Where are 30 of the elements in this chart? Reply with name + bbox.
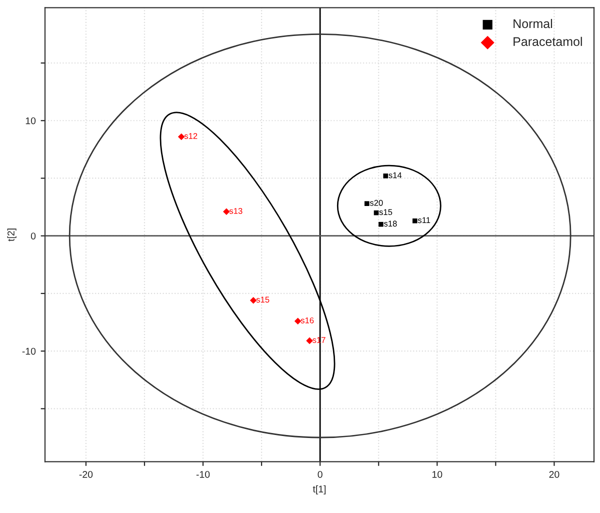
x-tick-label: -10 bbox=[196, 470, 210, 478]
y-tick-label: 10 bbox=[26, 117, 36, 124]
point bbox=[364, 201, 370, 206]
point bbox=[178, 133, 185, 140]
data-label: s15 bbox=[256, 296, 270, 303]
x-tick-label: 0 bbox=[318, 470, 322, 478]
x-tick-label: -20 bbox=[79, 470, 93, 478]
data-label: s13 bbox=[229, 208, 242, 214]
point bbox=[250, 296, 257, 304]
point bbox=[306, 337, 313, 344]
y-axis-title: t[2] bbox=[7, 228, 16, 242]
point bbox=[294, 318, 302, 325]
y-tick-label: 0 bbox=[30, 232, 36, 240]
data-label: s15 bbox=[379, 209, 392, 216]
x-tick-label: 10 bbox=[432, 470, 442, 478]
point bbox=[412, 218, 418, 224]
data-label: s14 bbox=[388, 172, 402, 178]
legend-label: Normal bbox=[514, 18, 552, 28]
x-axis-title: t[1] bbox=[312, 485, 326, 494]
data-label: s18 bbox=[384, 220, 397, 227]
data-label: s16 bbox=[300, 317, 314, 324]
point bbox=[223, 208, 230, 216]
legend-label: Paracetamol bbox=[514, 36, 582, 46]
point bbox=[378, 222, 384, 227]
point bbox=[383, 174, 388, 178]
data-label: s20 bbox=[370, 200, 383, 206]
data-label: s12 bbox=[184, 133, 198, 139]
y-tick-label: -10 bbox=[22, 348, 36, 355]
data-label: s11 bbox=[418, 217, 430, 224]
x-tick-label: 20 bbox=[549, 470, 560, 478]
